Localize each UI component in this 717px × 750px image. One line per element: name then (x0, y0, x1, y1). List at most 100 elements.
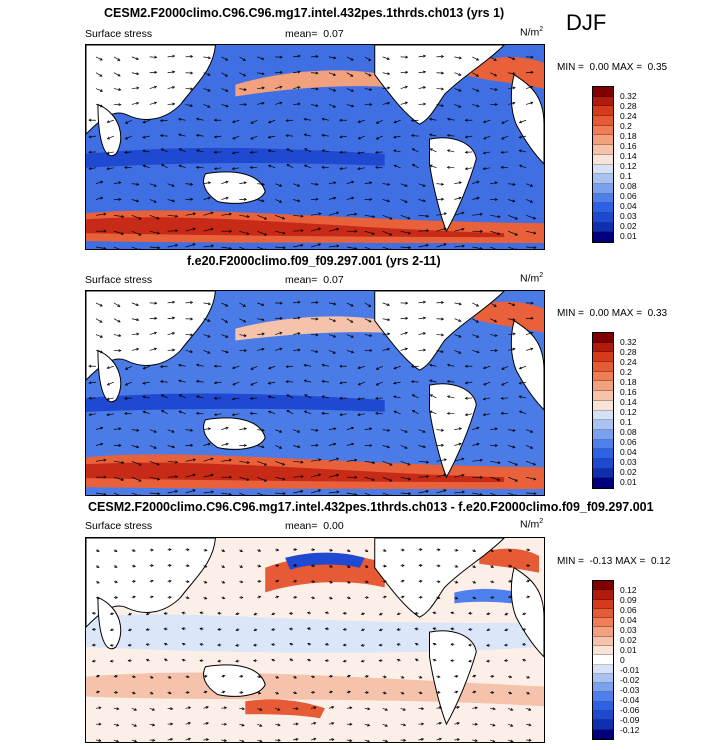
stress-vector (310, 429, 318, 431)
stress-vector-head (261, 318, 265, 322)
panel-3-level-10: -0.02 (620, 675, 640, 685)
stress-vector (436, 722, 442, 725)
stress-vector-head (437, 596, 441, 600)
stress-vector-head (446, 379, 450, 383)
stress-vector (203, 88, 211, 92)
stress-vector-head (315, 197, 319, 201)
stress-vector-head (401, 579, 405, 583)
colorbar-swatch (593, 581, 613, 591)
stress-vector-head (518, 366, 523, 370)
panel-2-south-america (429, 383, 477, 479)
stress-vector-head (396, 658, 400, 662)
colorbar-swatch (593, 164, 613, 175)
stress-vector-head (303, 164, 308, 168)
stress-vector-head (109, 643, 113, 647)
stress-vector-head (181, 611, 185, 615)
stress-vector-head (408, 492, 412, 495)
stress-vector (268, 365, 276, 369)
stress-vector (293, 244, 303, 248)
stress-vector-head (476, 426, 480, 430)
stress-vector (454, 334, 462, 338)
stress-vector-head (349, 722, 353, 726)
stress-vector-head (387, 428, 391, 432)
stress-vector-head (347, 674, 351, 678)
stress-vector (454, 302, 462, 305)
stress-vector (275, 86, 282, 89)
stress-vector-head (357, 382, 361, 386)
stress-vector (393, 396, 401, 399)
panel-2-africa-europe (510, 319, 544, 411)
stress-vector-head (267, 164, 272, 168)
stress-vector-head (282, 477, 286, 481)
stress-vector (364, 428, 372, 430)
stress-vector-head (501, 382, 505, 386)
stress-vector-head (142, 135, 146, 139)
stress-vector-head (461, 490, 465, 494)
stress-vector (221, 72, 228, 77)
stress-vector-head (142, 120, 146, 124)
stress-vector (113, 230, 124, 235)
stress-vector (418, 490, 429, 494)
stress-vector-head (88, 413, 92, 417)
panel-3-map-svg (86, 538, 544, 742)
stress-vector (95, 56, 103, 61)
stress-vector-head (518, 135, 522, 139)
stress-vector (382, 739, 388, 742)
stress-vector-head (494, 348, 498, 352)
stress-vector (167, 460, 178, 463)
stress-vector (436, 104, 444, 107)
stress-vector (239, 56, 246, 61)
stress-vector-head (486, 612, 490, 616)
stress-vector-head (156, 216, 160, 220)
stress-vector-head (509, 595, 513, 599)
stress-vector-head (479, 492, 483, 495)
stress-vector (454, 182, 462, 184)
stress-vector-head (527, 564, 531, 568)
stress-vector-head (354, 212, 358, 216)
stress-vector-head (521, 643, 526, 647)
stress-vector (239, 492, 246, 495)
stress-vector-head (526, 579, 531, 583)
stress-vector (95, 197, 103, 200)
stress-vector-head (518, 395, 522, 399)
colorbar-swatch (593, 381, 613, 392)
colorbar-swatch (593, 232, 613, 242)
stress-vector-head (205, 706, 209, 709)
stress-vector-head (512, 86, 516, 90)
stress-vector (472, 707, 478, 709)
stress-vector (257, 215, 267, 220)
colorbar-swatch (593, 720, 613, 730)
stress-vector-head (512, 318, 516, 322)
stress-vector-head (458, 104, 462, 108)
panel-1-north-america (374, 45, 505, 125)
panel-2-atlantic-storm (474, 301, 544, 333)
stress-vector-head (530, 101, 534, 105)
panel-1-india (97, 103, 122, 157)
stress-vector-head (458, 302, 462, 306)
stress-vector (167, 214, 178, 217)
stress-vector-head (386, 199, 391, 203)
stress-vector-head (192, 212, 197, 216)
stress-vector-head (114, 549, 118, 553)
stress-vector-head (241, 723, 245, 727)
stress-vector-head (441, 71, 445, 75)
stress-vector-head (267, 120, 272, 124)
stress-vector-head (118, 349, 122, 353)
stress-vector-head (187, 706, 192, 710)
colorbar-swatch (593, 627, 613, 637)
stress-vector-head (288, 611, 293, 615)
stress-vector (508, 199, 515, 202)
stress-vector-head (458, 56, 462, 60)
stress-vector (185, 429, 193, 431)
stress-vector-head (213, 396, 217, 400)
stress-vector (525, 445, 533, 449)
stress-vector-head (241, 739, 245, 742)
stress-vector (203, 474, 214, 478)
stress-vector-head (494, 102, 498, 106)
panel-3-level-15: -0.12 (620, 725, 640, 735)
stress-vector-head (239, 565, 244, 568)
stress-vector-head (410, 365, 414, 369)
stress-vector (364, 72, 372, 77)
stress-vector (131, 492, 139, 495)
stress-vector (328, 56, 336, 59)
